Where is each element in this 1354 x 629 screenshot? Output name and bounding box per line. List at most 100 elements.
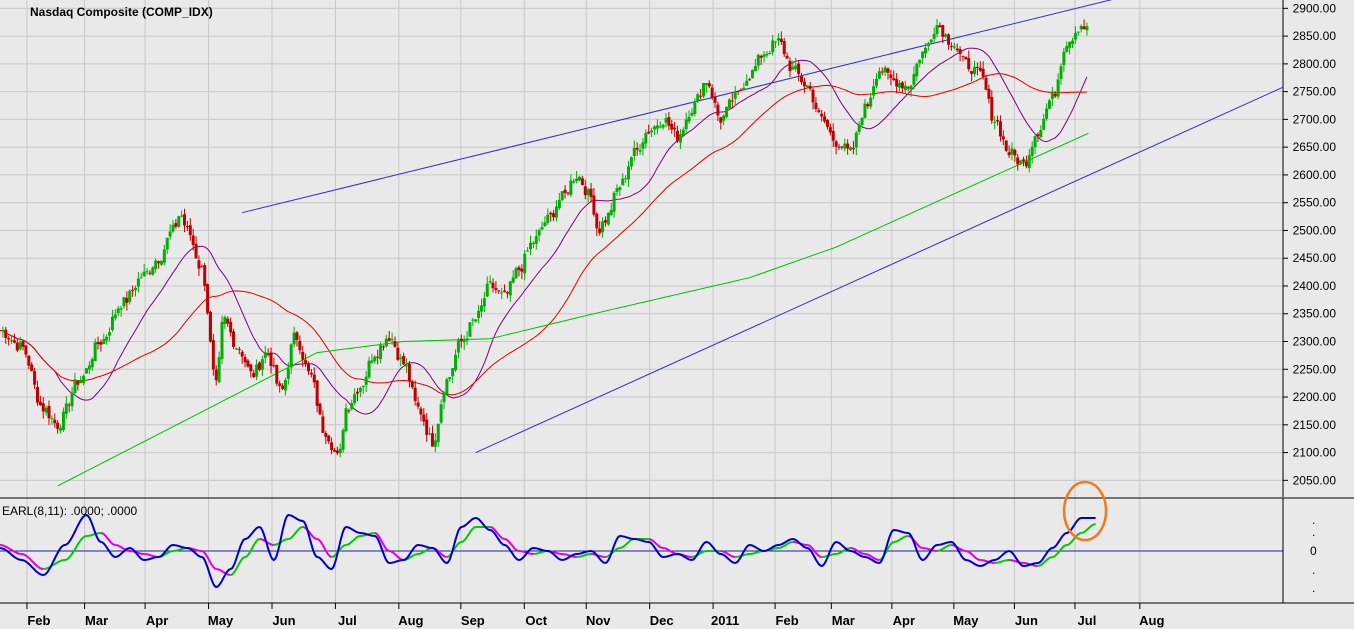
candle-body xyxy=(41,403,45,412)
candle-body xyxy=(183,214,187,226)
candle-body xyxy=(15,342,19,351)
candle-body xyxy=(497,290,501,292)
candle-body xyxy=(275,364,279,384)
candle-body xyxy=(774,41,778,43)
candle-body xyxy=(110,316,114,330)
candle-body xyxy=(647,131,651,134)
candle-body xyxy=(136,278,140,287)
candle-body xyxy=(295,332,299,340)
candle-body xyxy=(390,339,394,341)
candle-body xyxy=(909,85,913,90)
candle-body xyxy=(151,267,155,275)
candle-body xyxy=(589,188,593,197)
indicator-slow-segment xyxy=(230,556,246,576)
candle-body xyxy=(592,195,596,215)
indicator-slow-segment xyxy=(0,544,22,555)
candle-body xyxy=(710,87,714,98)
candle-body xyxy=(549,212,553,215)
x-tick-label: Jun xyxy=(272,613,295,628)
candle-body xyxy=(508,281,512,296)
candle-body xyxy=(563,189,567,193)
indicator-slow-segment xyxy=(720,550,736,558)
candle-body xyxy=(171,224,175,232)
price-tick-label: 2750.00 xyxy=(1293,85,1337,99)
candle-body xyxy=(139,277,143,279)
indicator-slow-segment xyxy=(1009,559,1024,564)
candle-body xyxy=(955,48,959,51)
candle-body xyxy=(739,89,743,91)
candle-body xyxy=(165,238,169,250)
candle-body xyxy=(286,368,290,379)
candle-body xyxy=(298,340,302,351)
candle-body xyxy=(283,379,287,391)
candle-body xyxy=(929,39,933,43)
candle-body xyxy=(407,363,411,382)
candle-body xyxy=(108,332,112,336)
indicator-lines xyxy=(0,513,1096,589)
candle-body xyxy=(869,97,873,107)
candle-body xyxy=(932,33,936,39)
candle-body xyxy=(379,345,383,360)
indicator-slow-segment xyxy=(1066,532,1082,546)
candle-body xyxy=(269,352,273,367)
candle-body xyxy=(753,66,757,72)
candle-body xyxy=(4,329,8,339)
candle-body xyxy=(903,85,907,91)
candle-body xyxy=(805,85,809,88)
x-tick-label: 2011 xyxy=(711,613,739,628)
indicator-axis-mark: . xyxy=(1312,525,1315,539)
candle-body xyxy=(797,63,801,74)
price-tick-label: 2800.00 xyxy=(1293,57,1337,71)
candle-body xyxy=(211,340,215,370)
candle-body xyxy=(61,411,65,430)
candle-body xyxy=(748,79,752,81)
candle-body xyxy=(794,65,798,69)
candle-body xyxy=(145,271,149,273)
candle-body xyxy=(771,40,775,53)
candle-body xyxy=(1082,26,1086,30)
indicator-slow-segment xyxy=(43,559,65,570)
candle-body xyxy=(482,298,486,307)
candle-body xyxy=(503,290,507,293)
candle-body xyxy=(289,344,293,368)
chart-title: Nasdaq Composite (COMP_IDX) xyxy=(30,5,213,19)
candle-body xyxy=(321,416,325,433)
candle-body xyxy=(866,104,870,107)
candle-body xyxy=(756,54,760,66)
x-tick-label: Mar xyxy=(85,613,108,628)
candle-body xyxy=(84,368,88,374)
candle-body xyxy=(96,342,100,345)
x-tick-label: Jun xyxy=(1015,613,1038,628)
candle-body xyxy=(696,94,700,101)
candle-body xyxy=(690,112,694,116)
candle-body xyxy=(237,348,241,350)
candle-body xyxy=(880,71,884,73)
candle-body xyxy=(958,49,962,54)
candle-body xyxy=(272,365,276,367)
candle-body xyxy=(699,95,703,97)
candle-body xyxy=(1073,32,1077,40)
indicator-slow-segment xyxy=(1080,523,1096,534)
candle-body xyxy=(1042,118,1046,130)
candle-body xyxy=(557,199,561,209)
candle-body xyxy=(537,230,541,236)
candle-body xyxy=(220,321,224,359)
candle-body xyxy=(569,180,573,195)
candle-body xyxy=(7,338,11,340)
price-tick-label: 2250.00 xyxy=(1293,362,1337,376)
candle-body xyxy=(906,87,910,89)
indicator-slow-segment xyxy=(850,547,866,555)
candle-body xyxy=(1,330,5,332)
candle-body xyxy=(50,418,54,420)
ma-line-ma_short xyxy=(0,47,1088,415)
candle-body xyxy=(134,287,138,291)
indicator-slow-segment xyxy=(216,568,231,576)
candle-body xyxy=(898,82,902,88)
indicator-slow-segment xyxy=(691,550,707,558)
candle-body xyxy=(580,178,584,186)
candle-body xyxy=(629,157,633,167)
candle-body xyxy=(996,120,1000,122)
candle-body xyxy=(332,450,336,452)
candle-body xyxy=(451,368,455,377)
